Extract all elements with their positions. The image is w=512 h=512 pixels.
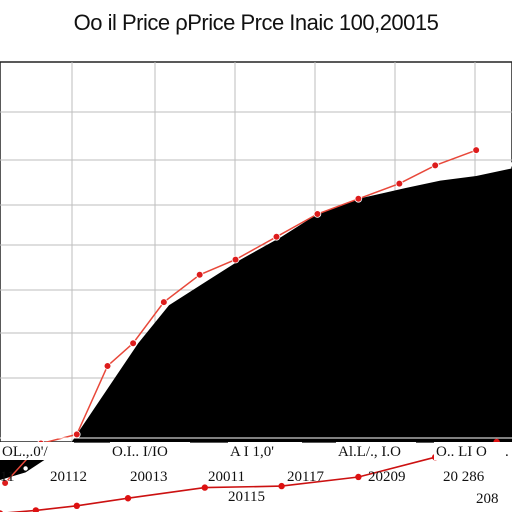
x-tick-top-0: OL.,.0'/ <box>2 444 48 460</box>
marker-2-1 <box>32 507 40 512</box>
x-tick-top-2: A I 1,0' <box>230 444 274 460</box>
x-tick-bottom-3: 20011 <box>208 469 245 485</box>
marker-2-4 <box>201 484 208 491</box>
marker-1-4 <box>129 339 137 348</box>
marker-1-0 <box>1 479 9 487</box>
area-point-0-11 <box>438 174 443 179</box>
marker-1-6 <box>195 270 204 279</box>
tick-top-bg-5 <box>503 442 512 460</box>
area-point-0-1 <box>23 466 28 471</box>
marker-1-12 <box>431 161 440 170</box>
ticks-layer: OL.,.0'/ O.I.. I/IO A I 1,0' Al.L/., I.O O..… <box>0 437 512 507</box>
x-tick-top-4: O.. LI O <box>436 444 487 460</box>
x-tick-bottom-4: 20117 <box>287 469 324 485</box>
chart-title: Oo il Price ρPrice Prce Inaic 100,20015 <box>73 10 439 35</box>
tick-top-bg-3 <box>336 442 416 460</box>
area-series-0 <box>0 168 512 480</box>
x-tick-top-5: . <box>505 444 509 460</box>
marker-2-3 <box>124 495 132 502</box>
marker-1-13 <box>472 146 480 154</box>
area-point-0-5 <box>202 276 207 281</box>
marker-1-9 <box>313 210 322 218</box>
marker-1-10 <box>354 195 363 203</box>
marker-2-6 <box>355 473 362 481</box>
tick-top-bg-1 <box>110 442 190 460</box>
line-series-1 <box>4 149 477 484</box>
x-tick-bottom-5: 20209 <box>368 469 406 485</box>
x-tick-bottom-8: 208 <box>476 491 499 507</box>
marker-1-2 <box>73 430 81 439</box>
marker-2-5 <box>278 482 285 490</box>
tick-top-bg-2 <box>228 442 302 460</box>
marker-1-8 <box>272 233 281 241</box>
x-tick-bottom-2: 20013 <box>130 469 168 485</box>
x-tick-bottom-7: 20115 <box>228 489 265 505</box>
marker-1-5 <box>160 298 168 306</box>
tick-top-bg-0 <box>0 442 74 460</box>
marker-2-2 <box>73 502 81 510</box>
tick-top-bg-4 <box>434 442 508 460</box>
x-tick-bottom-1: 20112 <box>50 469 87 485</box>
x-tick-bottom-6: 20 286 <box>443 469 485 485</box>
x-tick-bottom-0: 11 <box>0 469 14 485</box>
x-tick-top-3: Al.L/., I.O <box>338 444 401 460</box>
x-tick-top-1: O.I.. I/IO <box>112 444 168 460</box>
marker-1-11 <box>395 179 404 188</box>
marker-1-7 <box>231 255 240 264</box>
area-point-0-13 <box>509 162 512 167</box>
marker-1-3 <box>103 362 112 370</box>
